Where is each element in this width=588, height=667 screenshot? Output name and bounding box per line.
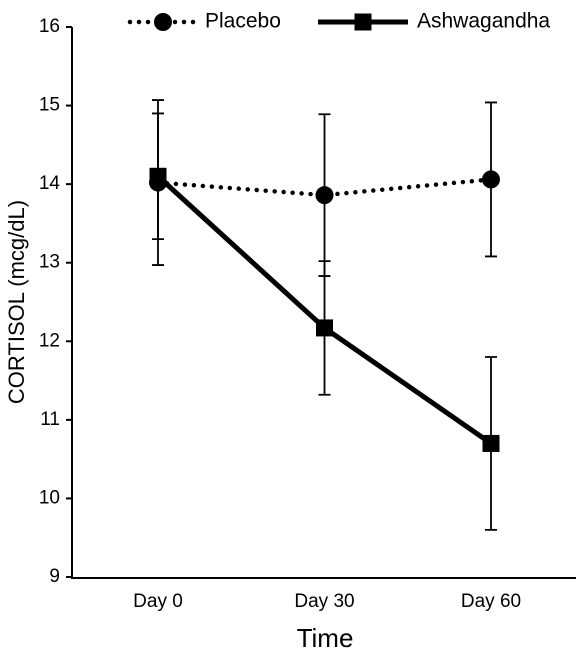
x-tick-label: Day 30 [294, 591, 354, 612]
legend-label: Placebo [205, 10, 281, 33]
y-tick-label: 12 [39, 330, 60, 351]
legend-marker [354, 13, 372, 31]
y-tick-label: 16 [39, 16, 60, 37]
x-tick-label: Day 60 [461, 591, 521, 612]
series-line [155, 177, 494, 198]
y-tick-label: 13 [39, 252, 60, 273]
data-point [482, 170, 500, 189]
data-point [482, 434, 500, 452]
y-tick-label: 9 [49, 566, 60, 587]
y-tick-label: 15 [39, 95, 60, 116]
y-axis-label: CORTISOL (mcg/dL) [4, 200, 29, 404]
legend-label: Ashwagandha [417, 10, 550, 33]
data-point [316, 319, 333, 337]
data-point [315, 186, 334, 205]
y-tick-label: 14 [39, 173, 61, 194]
y-tick-label: 11 [40, 409, 60, 430]
x-tick-label: Day 0 [133, 591, 183, 612]
data-point [149, 167, 167, 185]
legend-marker [154, 13, 172, 31]
y-tick-label: 10 [39, 487, 60, 508]
x-axis-label: Time [297, 623, 354, 653]
